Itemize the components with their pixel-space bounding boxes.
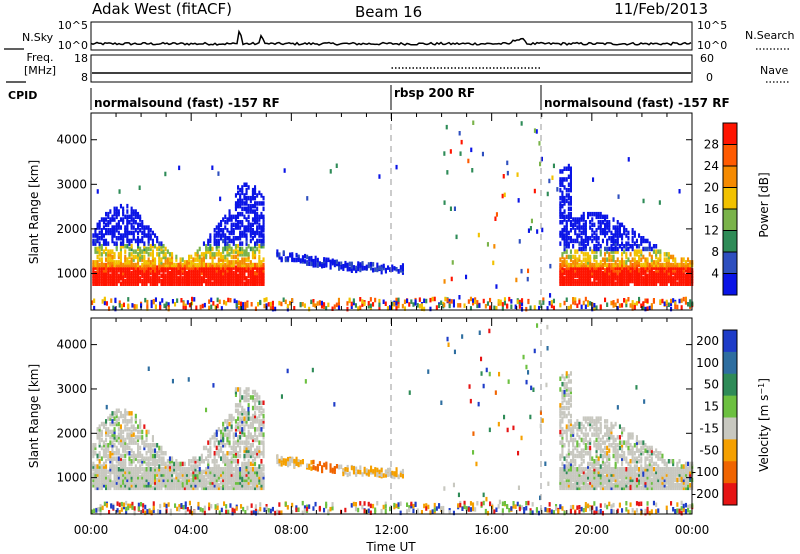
velocity-y-ticks: 1000 2000 3000 4000 (56, 338, 692, 485)
noise-strip-frame (90, 21, 693, 51)
noise-sky-line (90, 29, 692, 46)
velocity-xtick-label: 20:00 (575, 523, 610, 537)
velocity-colorbar: 200 100 50 15 -15 -50 -100 -200 (692, 329, 738, 506)
power-colorbar-tick-label: 8 (711, 245, 719, 259)
velocity-colorbar-swatch (723, 395, 737, 418)
power-colorbar-swatch (723, 252, 737, 274)
nsearch-tick-top: 10^5 (697, 19, 727, 32)
velocity-xtick-label: 04:00 (174, 523, 209, 537)
nsky-tick-bottom: 10^0 (58, 39, 88, 52)
power-ytick-label: 3000 (56, 177, 87, 191)
velocity-colorbar-swatch (723, 417, 737, 440)
power-colorbar-tick-label: 24 (704, 159, 719, 173)
freq-unit: [MHz] (24, 64, 56, 77)
power-colorbar-tick-label: 28 (704, 138, 719, 152)
velocity-colorbar-tick-label: -200 (692, 487, 719, 501)
freq-strip: Freq. [MHz] 18 8 60 0 Nave (6, 51, 790, 84)
power-y-ticks: 1000 2000 3000 4000 (56, 133, 692, 280)
power-ytick-label: 2000 (56, 222, 87, 236)
cpid-segment-1: normalsound (fast) -157 RF (94, 96, 280, 110)
cpid-segment-2: rbsp 200 RF (394, 86, 475, 100)
date-title: 11/Feb/2013 (614, 0, 708, 18)
velocity-colorbar-tick-label: 15 (704, 400, 719, 414)
noise-strip: N.Sky 10^5 10^0 10^5 10^0 N.Search (4, 19, 795, 52)
velocity-xtick-label: 00:00 (74, 523, 109, 537)
velocity-xtick-label: 12:00 (374, 523, 409, 537)
velocity-data (91, 323, 694, 516)
freq-strip-frame (90, 54, 693, 83)
power-colorbar-swatch (723, 209, 737, 231)
power-colorbar-tick-label: 20 (704, 181, 719, 195)
velocity-colorbar-tick-label: -50 (699, 443, 719, 457)
velocity-colorbar-swatch (723, 439, 737, 462)
station-title: Adak West (fitACF) (92, 0, 232, 18)
velocity-xtick-label: 16:00 (474, 523, 509, 537)
velocity-ylabel: Slant Range [km] (27, 364, 41, 468)
velocity-panel: 1000 2000 3000 4000 00:00 04:00 08:00 12:00 16:… (27, 317, 710, 554)
velocity-colorbar-swatch (723, 461, 737, 484)
power-panel: 1000 2000 3000 4000 Slant Range [km] (27, 112, 694, 312)
nave-label: Nave (760, 64, 788, 77)
power-colorbar-tick-label: 4 (711, 267, 719, 281)
power-ytick-label: 1000 (56, 266, 87, 280)
nsearch-label: N.Search (745, 29, 795, 42)
power-ylabel: Slant Range [km] (27, 160, 41, 264)
velocity-ytick-label: 4000 (56, 338, 87, 352)
power-ytick-label: 4000 (56, 133, 87, 147)
power-colorbar-swatch (723, 187, 737, 210)
velocity-colorbar-tick-label: 50 (704, 378, 719, 392)
velocity-x-ticks: 00:00 04:00 08:00 12:00 16:00 20:00 00:00 (74, 318, 710, 537)
velocity-colorbar-label: Velocity [m s−1] (757, 378, 772, 472)
power-colorbar-swatch (723, 123, 737, 145)
nave-tick-bottom: 0 (706, 71, 713, 84)
power-colorbar: 4 8 12 16 20 24 28 (704, 122, 738, 296)
nsearch-tick-bottom: 10^0 (697, 39, 727, 52)
velocity-colorbar-swatch (723, 373, 737, 397)
power-colorbar-swatch (723, 144, 737, 167)
velocity-colorbar-tick-label: 100 (696, 356, 719, 370)
velocity-colorbar-swatch (723, 351, 737, 375)
power-colorbar-swatch (723, 166, 737, 188)
nsky-tick-top: 10^5 (58, 19, 88, 32)
velocity-colorbar-swatch (723, 330, 737, 353)
velocity-xtick-label: 08:00 (274, 523, 309, 537)
velocity-ytick-label: 1000 (56, 471, 87, 485)
power-colorbar-swatch (723, 230, 737, 253)
cpid-label: CPID (8, 89, 37, 102)
power-colorbar-swatch (723, 273, 737, 296)
power-colorbar-label: Power [dB] (757, 172, 771, 237)
velocity-xtick-label: 00:00 (675, 523, 710, 537)
freq-tick-bottom: 8 (81, 71, 88, 84)
time-ut-xlabel: Time UT (365, 540, 416, 554)
power-data (91, 120, 694, 312)
nsky-label: N.Sky (22, 31, 54, 44)
nave-tick-top: 60 (700, 52, 714, 65)
freq-label: Freq. (26, 51, 53, 64)
velocity-colorbar-frame (722, 329, 738, 506)
beam-title: Beam 16 (355, 3, 422, 21)
velocity-ytick-label: 2000 (56, 426, 87, 440)
cpid-segment-3: normalsound (fast) -157 RF (544, 96, 730, 110)
power-colorbar-tick-label: 16 (704, 202, 719, 216)
power-x-ticks (90, 113, 693, 310)
velocity-ytick-label: 3000 (56, 382, 87, 396)
header: Adak West (fitACF) Beam 16 11/Feb/2013 (92, 0, 708, 21)
cpid-strip: CPID normalsound (fast) -157 RF rbsp 200… (8, 85, 730, 110)
velocity-colorbar-tick-label: -15 (699, 421, 719, 435)
velocity-colorbar-swatch (723, 483, 737, 506)
velocity-colorbar-tick-label: 200 (696, 334, 719, 348)
power-colorbar-tick-label: 12 (704, 224, 719, 238)
freq-tick-top: 18 (74, 52, 88, 65)
velocity-colorbar-tick-label: -100 (692, 465, 719, 479)
